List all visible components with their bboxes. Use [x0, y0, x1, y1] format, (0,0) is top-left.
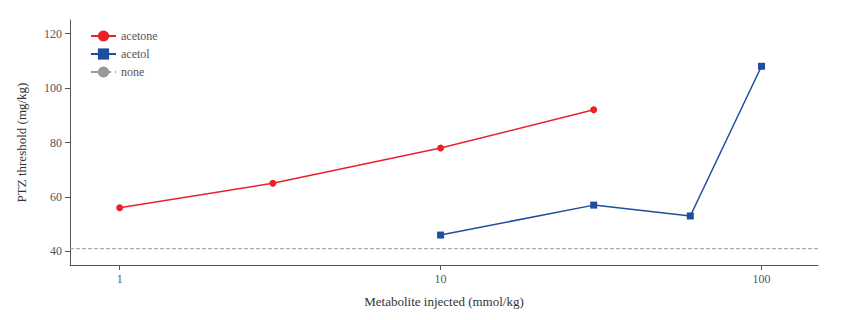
svg-text:60: 60 — [50, 190, 62, 204]
svg-text:100: 100 — [44, 81, 62, 95]
svg-text:10: 10 — [435, 272, 447, 286]
svg-text:PTZ threshold (mg/kg): PTZ threshold (mg/kg) — [14, 83, 29, 203]
svg-text:acetone: acetone — [121, 29, 158, 43]
svg-text:acetol: acetol — [121, 47, 150, 61]
svg-text:none: none — [121, 65, 144, 79]
svg-text:1: 1 — [117, 272, 123, 286]
svg-text:100: 100 — [752, 272, 770, 286]
svg-text:40: 40 — [50, 244, 62, 258]
svg-text:80: 80 — [50, 136, 62, 150]
svg-text:Metabolite injected (mmol/kg): Metabolite injected (mmol/kg) — [364, 294, 524, 309]
svg-text:120: 120 — [44, 27, 62, 41]
